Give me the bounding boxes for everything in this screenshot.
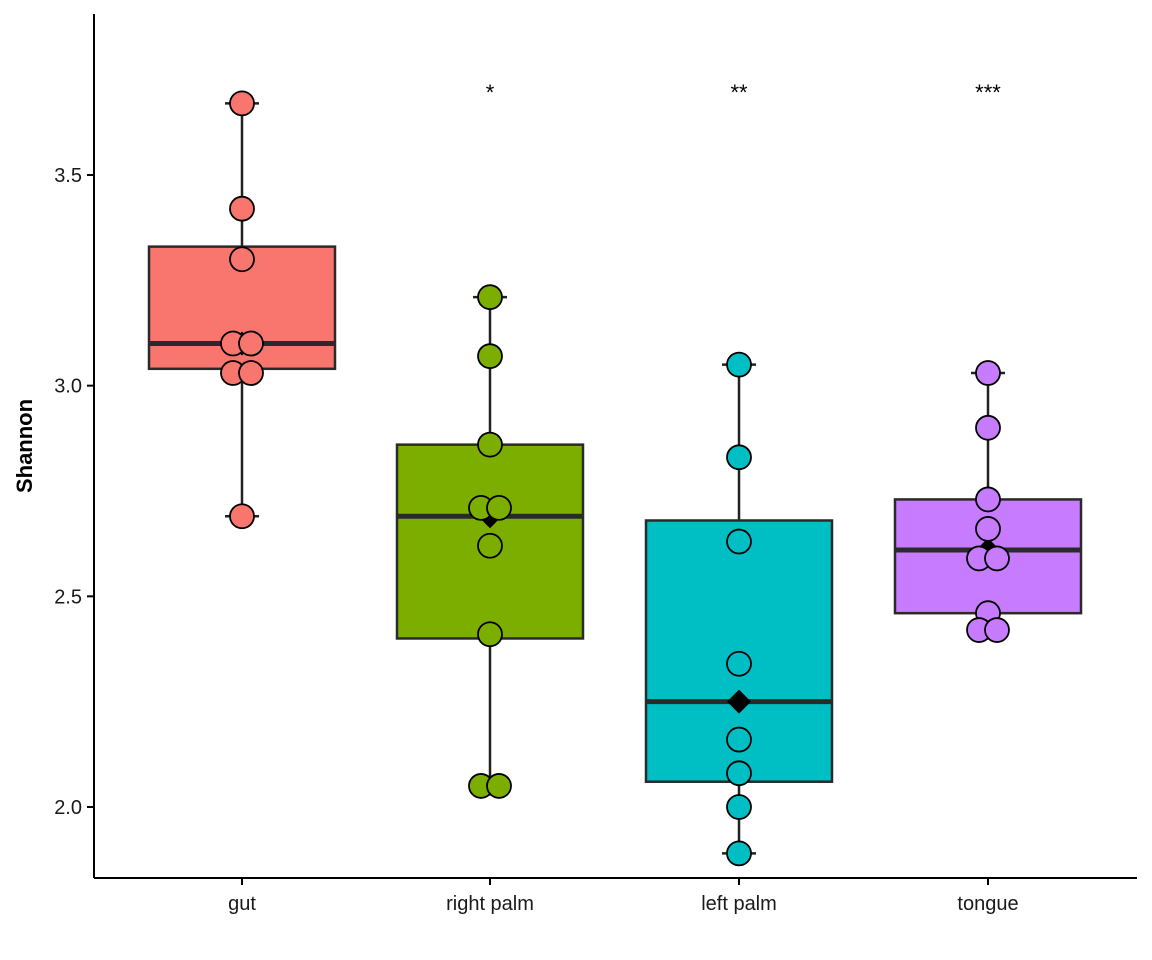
plot-area: * ** *** <box>147 80 1083 867</box>
data-point <box>726 351 752 378</box>
data-point <box>477 284 503 311</box>
data-point <box>726 794 752 820</box>
data-point <box>984 545 1010 572</box>
x-tick-label: gut <box>228 893 256 915</box>
y-tick-label: 2.0 <box>54 797 82 819</box>
y-tick-label: 3.5 <box>54 165 82 187</box>
data-point <box>726 726 752 753</box>
data-point <box>486 494 512 521</box>
box-group-right-palm: * <box>395 80 585 799</box>
box-group-tongue: *** <box>893 80 1083 643</box>
data-point <box>229 246 255 273</box>
data-point <box>477 431 503 458</box>
data-point <box>726 760 752 787</box>
data-point <box>238 330 264 357</box>
box-group-gut <box>147 90 337 530</box>
data-point <box>975 360 1001 386</box>
data-point <box>726 650 752 677</box>
data-point <box>975 486 1001 513</box>
y-tick-label: 2.5 <box>54 586 82 608</box>
x-tick-label: tongue <box>957 893 1018 915</box>
significance-label: * <box>486 80 495 105</box>
data-point <box>726 444 752 471</box>
mean-marker <box>727 689 751 714</box>
data-point <box>229 90 255 117</box>
data-point <box>238 360 264 386</box>
box-group-left-palm: ** <box>644 80 834 867</box>
y-axis-title: Shannon <box>12 399 37 493</box>
data-point <box>726 528 752 555</box>
data-point <box>229 503 255 530</box>
data-point <box>477 621 503 648</box>
significance-label: ** <box>730 80 748 105</box>
data-point <box>229 195 255 222</box>
x-axis-ticks: gut right palm left palm tongue <box>228 878 1019 915</box>
data-point <box>984 617 1010 643</box>
data-point <box>477 343 503 370</box>
data-point <box>975 414 1001 441</box>
x-tick-label: left palm <box>701 893 777 915</box>
data-point <box>726 840 752 867</box>
x-tick-label: right palm <box>446 893 534 915</box>
significance-label: *** <box>975 80 1001 105</box>
y-axis-ticks: 2.0 2.5 3.0 3.5 <box>54 165 94 819</box>
y-tick-label: 3.0 <box>54 376 82 398</box>
data-point <box>486 773 512 799</box>
data-point <box>975 516 1001 542</box>
data-point <box>477 532 503 559</box>
